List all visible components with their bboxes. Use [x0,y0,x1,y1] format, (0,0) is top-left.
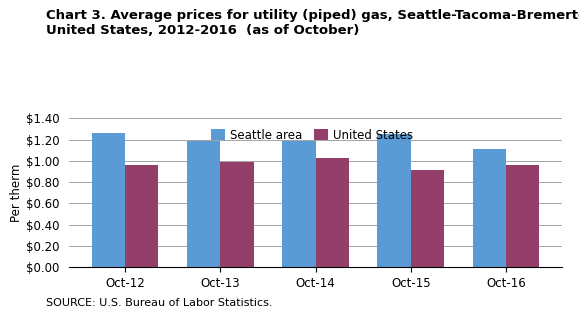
Bar [316,158,349,267]
Bar [282,141,316,267]
Text: SOURCE: U.S. Bureau of Labor Statistics.: SOURCE: U.S. Bureau of Labor Statistics. [46,298,273,308]
Legend: Seattle area, United States: Seattle area, United States [207,124,418,146]
Bar [92,133,125,267]
Text: Chart 3. Average prices for utility (piped) gas, Seattle-Tacoma-Bremerton and th: Chart 3. Average prices for utility (pip… [46,9,579,37]
Bar [506,165,539,267]
Bar [411,170,444,267]
Bar [125,165,159,267]
Bar [378,134,411,267]
Bar [187,141,221,267]
Bar [221,162,254,267]
Y-axis label: Per therm: Per therm [10,164,23,222]
Bar [472,149,506,267]
